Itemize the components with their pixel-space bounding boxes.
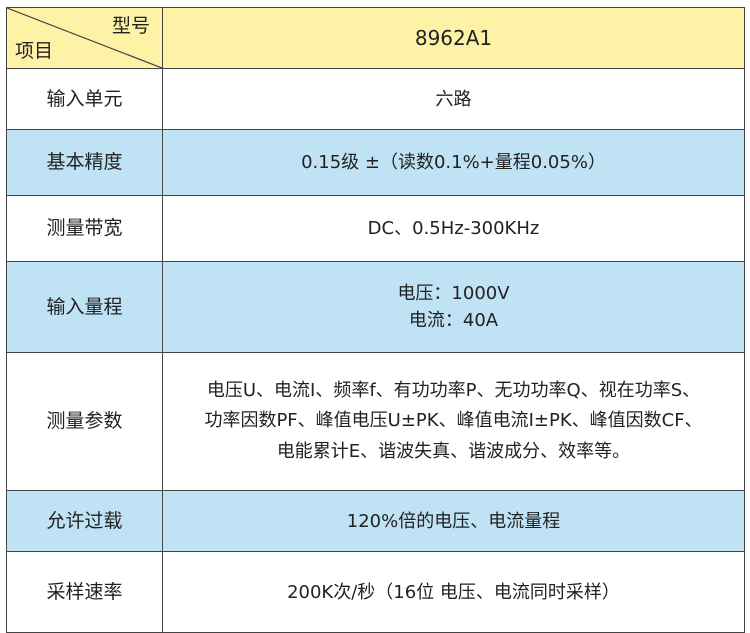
- value-line: DC、0.5Hz-300KHz: [367, 218, 540, 239]
- row-value: 200K次/秒（16位 电压、电流同时采样）: [162, 551, 745, 633]
- row-value: 0.15级 ±（读数0.1%+量程0.05%）: [162, 129, 745, 196]
- value-line: 0.15级 ±（读数0.1%+量程0.05%）: [301, 152, 606, 173]
- value-line: 200K次/秒（16位 电压、电流同时采样）: [287, 581, 620, 603]
- value-line: 电压：1000V: [397, 283, 510, 304]
- table-row: 采样速率 200K次/秒（16位 电压、电流同时采样）: [6, 551, 745, 633]
- corner-cell: 型号 项目: [6, 7, 163, 69]
- row-label: 允许过载: [6, 490, 163, 552]
- value-line: 电流：40A: [408, 310, 499, 331]
- row-value: 电压U、电流I、频率f、有功功率P、无功功率Q、视在功率S、 功率因数PF、峰值电…: [162, 352, 745, 491]
- row-value: 六路: [162, 68, 745, 130]
- value-line: 120%倍的电压、电流量程: [346, 510, 561, 532]
- spec-table: 型号 项目 8962A1 输入单元 六路基本精度 0.15级 ±（读数0.1%+量程…: [6, 7, 745, 633]
- value-line: 功率因数PF、峰值电压U±PK、峰值电流I±PK、峰值因数CF、: [204, 410, 703, 432]
- row-label: 输入量程: [6, 261, 163, 353]
- row-value: DC、0.5Hz-300KHz: [162, 195, 745, 262]
- value-line: 电能累计E、谐波失真、谐波成分、效率等。: [276, 440, 631, 462]
- table-row: 基本精度 0.15级 ±（读数0.1%+量程0.05%）: [6, 129, 745, 196]
- model-value: 8962A1: [162, 7, 745, 69]
- row-label: 输入单元: [6, 68, 163, 130]
- row-label: 采样速率: [6, 551, 163, 633]
- value-line: 六路: [435, 88, 472, 110]
- item-label: 项目: [15, 39, 54, 62]
- table-row: 输入量程 电压：1000V 电流：40A: [6, 261, 745, 353]
- table-row: 测量带宽 DC、0.5Hz-300KHz: [6, 195, 745, 262]
- table-row: 输入单元 六路: [6, 68, 745, 130]
- value-line: 电压U、电流I、频率f、有功功率P、无功功率Q、视在功率S、: [206, 379, 701, 401]
- row-value: 电压：1000V 电流：40A: [162, 261, 745, 353]
- row-value: 120%倍的电压、电流量程: [162, 490, 745, 552]
- row-label: 测量参数: [6, 352, 163, 491]
- header-row: 型号 项目 8962A1: [6, 7, 745, 69]
- model-label: 型号: [111, 15, 150, 37]
- table-row: 测量参数 电压U、电流I、频率f、有功功率P、无功功率Q、视在功率S、 功率因数PF…: [6, 352, 745, 491]
- row-label: 测量带宽: [6, 195, 163, 262]
- diagonal-line: [7, 8, 162, 68]
- row-label: 基本精度: [6, 129, 163, 196]
- table-row: 允许过载 120%倍的电压、电流量程: [6, 490, 745, 552]
